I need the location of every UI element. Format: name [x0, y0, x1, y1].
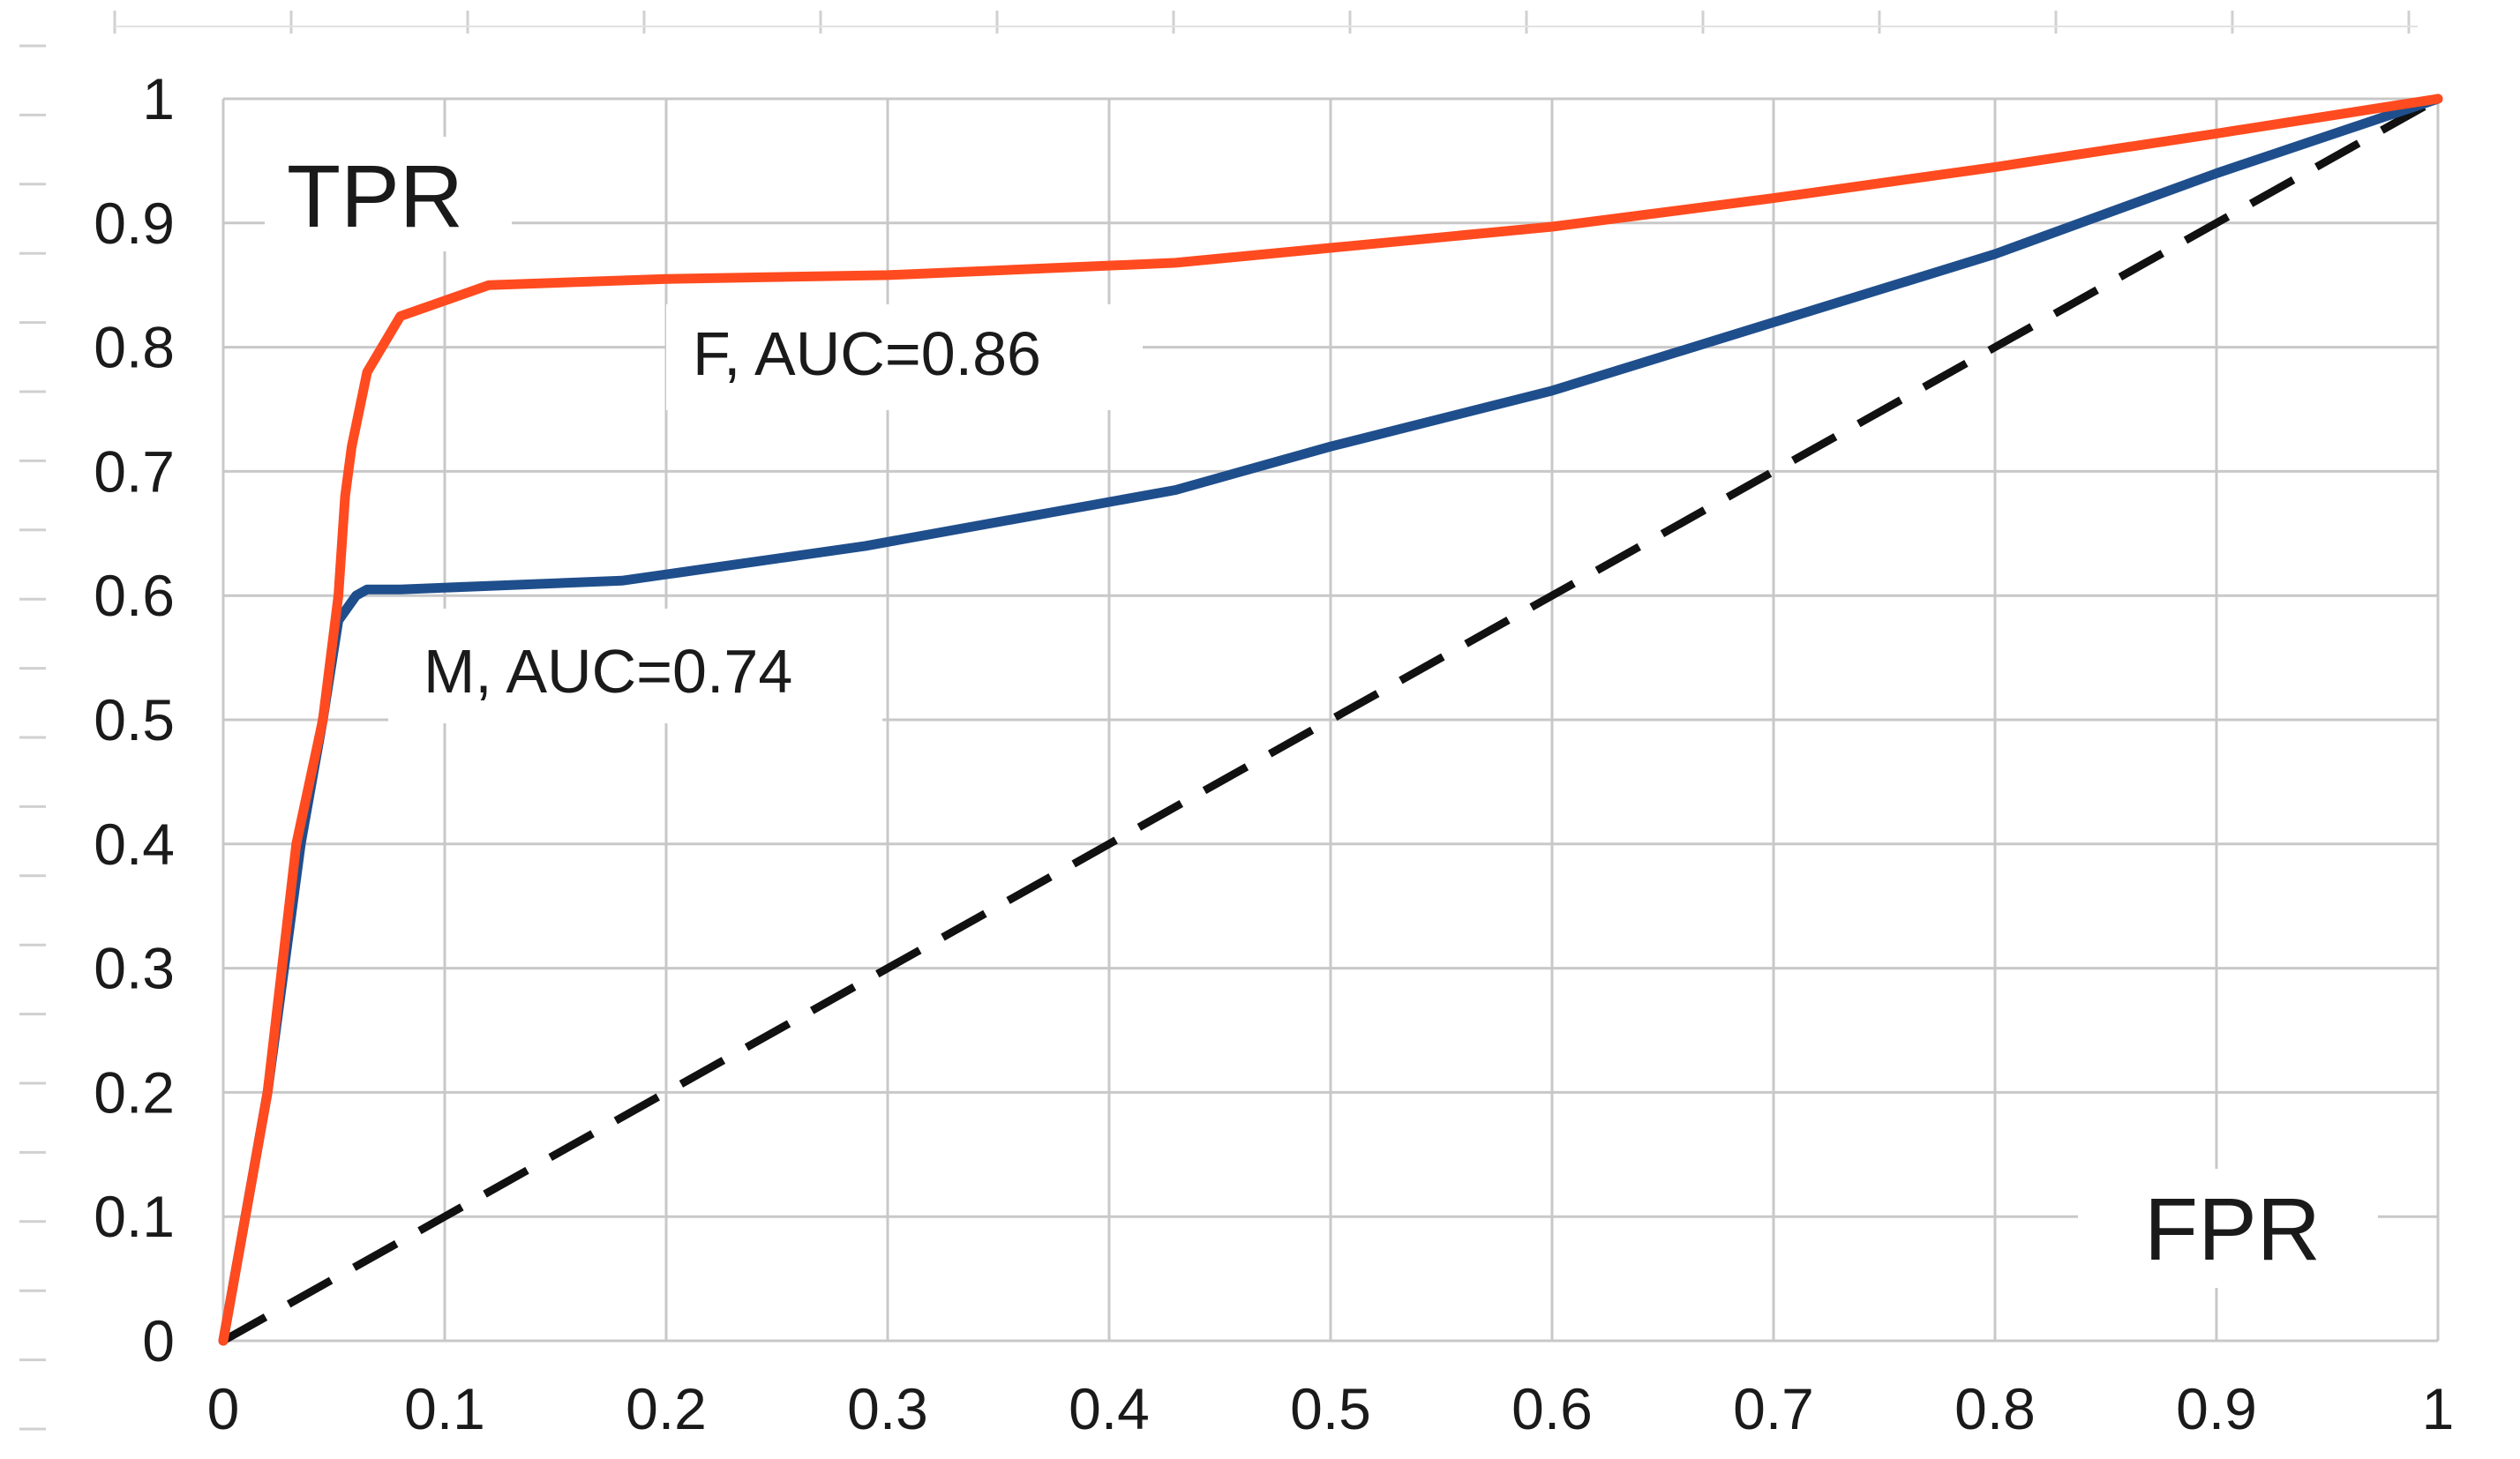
- x-tick-label: 0.2: [626, 1376, 707, 1441]
- annotation-m-background: [388, 609, 882, 723]
- x-tick-label: 0.1: [404, 1376, 485, 1441]
- y-tick-label: 0.4: [94, 812, 175, 877]
- xlabel: FPR: [2144, 1180, 2321, 1279]
- tick-labels: 0 0.1 0.2 0.3 0.4 0.5 0.6 0.7 0.8 0.9 1 0 0.1 0.2 0.3 0…: [94, 66, 2454, 1441]
- x-tick-label: 0.4: [1069, 1376, 1150, 1441]
- y-tick-label: 0.8: [94, 315, 175, 380]
- y-tick-label: 0.2: [94, 1059, 175, 1125]
- y-tick-label: 0.7: [94, 438, 175, 504]
- chart-labels: TPR FPR F, AUC=0.86 M, AUC=0.74: [265, 137, 2378, 1288]
- grid-lines: [221, 97, 2440, 1343]
- y-tick-label: 0: [142, 1308, 175, 1373]
- x-tick-label: 0.7: [1733, 1376, 1814, 1441]
- x-tick-label: 0.8: [1954, 1376, 2036, 1441]
- x-tick-label: 0.5: [1290, 1376, 1371, 1441]
- ylabel: TPR: [287, 147, 463, 246]
- x-tick-label: 0.6: [1511, 1376, 1593, 1441]
- y-tick-label: 0.6: [94, 563, 175, 628]
- x-tick-label: 0.3: [847, 1376, 928, 1441]
- y-tick-label: 0.9: [94, 191, 175, 256]
- annotation-f-background: [666, 304, 1143, 410]
- annotation-m-auc: M, AUC=0.74: [424, 637, 792, 706]
- xlabel-background: [2078, 1169, 2378, 1288]
- ylabel-background: [265, 137, 512, 251]
- y-tick-label: 1: [142, 66, 175, 131]
- y-tick-label: 0.1: [94, 1184, 175, 1249]
- x-tick-label: 1: [2422, 1376, 2455, 1441]
- y-tick-label: 0.5: [94, 687, 175, 752]
- series-lines: [218, 94, 2443, 1346]
- series-line-f: [218, 94, 2443, 1346]
- y-tick-label: 0.3: [94, 936, 175, 1001]
- outer-tick-marks: [19, 11, 2418, 1431]
- x-tick-label: 0.9: [2176, 1376, 2257, 1441]
- annotation-f-auc: F, AUC=0.86: [693, 319, 1041, 388]
- series-line-diagonal-reference: [221, 95, 2441, 1344]
- x-tick-label: 0: [207, 1376, 240, 1441]
